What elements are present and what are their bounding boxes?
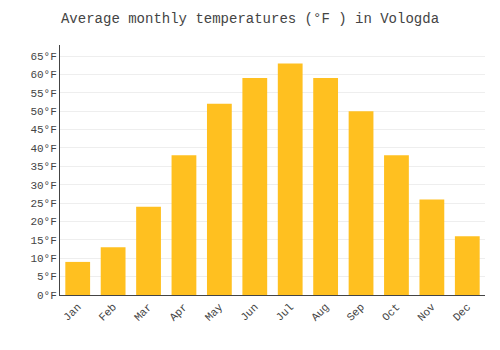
svg-text:0°F: 0°F [37,290,57,302]
svg-text:Feb: Feb [97,301,119,323]
svg-text:45°F: 45°F [30,124,56,136]
svg-text:35°F: 35°F [30,161,56,173]
svg-text:Mar: Mar [132,301,154,323]
svg-text:Sep: Sep [345,301,367,323]
svg-text:Apr: Apr [167,301,189,323]
svg-text:Jul: Jul [274,301,296,323]
svg-text:Jan: Jan [61,301,83,323]
svg-text:65°F: 65°F [30,51,56,63]
svg-text:60°F: 60°F [30,69,56,81]
svg-text:40°F: 40°F [30,143,56,155]
svg-text:50°F: 50°F [30,106,56,118]
svg-text:30°F: 30°F [30,180,56,192]
svg-text:5°F: 5°F [37,271,57,283]
svg-text:10°F: 10°F [30,253,56,265]
svg-text:Nov: Nov [415,301,438,324]
svg-text:15°F: 15°F [30,235,56,247]
svg-text:55°F: 55°F [30,88,56,100]
svg-text:25°F: 25°F [30,198,56,210]
svg-text:Oct: Oct [380,301,402,323]
svg-text:May: May [203,301,226,324]
svg-text:Jun: Jun [238,301,260,323]
svg-text:Dec: Dec [451,301,473,323]
svg-text:Average monthly temperatures (: Average monthly temperatures (°F ) in Vo… [61,11,439,27]
svg-text:20°F: 20°F [30,216,56,228]
svg-text:Aug: Aug [309,301,331,323]
